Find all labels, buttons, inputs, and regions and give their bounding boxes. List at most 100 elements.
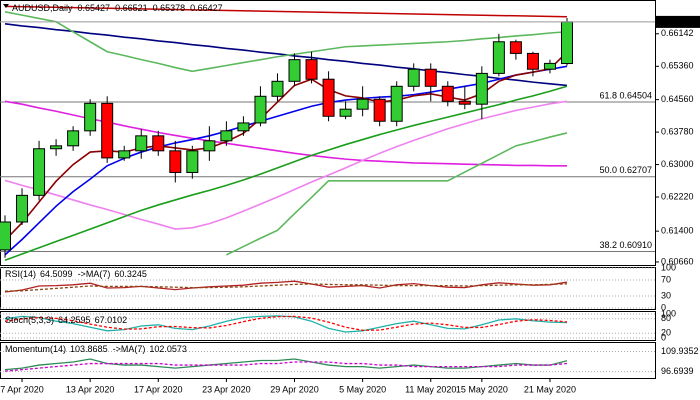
indicator-line bbox=[4, 100, 568, 230]
chart-header: AUDUSD,Daily 0.65427 0.66521 0.65378 0.66427 bbox=[12, 3, 223, 13]
y-tick-label: 0.63780 bbox=[661, 126, 694, 136]
level-label: 61.8 0.64504 bbox=[599, 90, 652, 100]
y-tick-label: 70 bbox=[661, 274, 671, 284]
candle-body bbox=[441, 85, 454, 102]
candle-body bbox=[407, 68, 420, 87]
candle-body bbox=[33, 148, 46, 196]
level-label: 38.2 0.60910 bbox=[599, 240, 652, 250]
indicator-line bbox=[4, 283, 568, 292]
x-tick-label: 7 Apr 2020 bbox=[0, 384, 44, 394]
indicator-title: RSI(14) bbox=[5, 269, 36, 279]
candle-body bbox=[271, 80, 284, 97]
candle-body bbox=[152, 135, 165, 152]
y-tick-label: 96.6939 bbox=[661, 366, 694, 376]
series-last-value: 102.0573 bbox=[149, 344, 187, 354]
indicator-line bbox=[4, 10, 568, 73]
y-tick-label: 0.66142 bbox=[661, 28, 694, 38]
indicator-header: Momentum(14) 103.8685 ->MA(7) 102.0573 bbox=[5, 344, 187, 354]
ohlc-value: 0.65427 bbox=[78, 3, 111, 13]
y-tick-label: 0 bbox=[661, 302, 666, 312]
indicator-line bbox=[4, 361, 568, 372]
candle-body bbox=[475, 72, 488, 105]
indicator-title: Momentum(14) bbox=[5, 344, 66, 354]
x-tick-label: 23 Apr 2020 bbox=[202, 384, 251, 394]
candle-body bbox=[84, 102, 97, 132]
header-arrow bbox=[3, 4, 9, 8]
indicator-title: Stoch(5,3,3) bbox=[5, 315, 54, 325]
ohlc-value: 0.66427 bbox=[190, 3, 223, 13]
candle-body bbox=[186, 150, 199, 173]
x-tick-label: 15 May 2020 bbox=[456, 384, 508, 394]
series-last-value: 64.2595 bbox=[58, 315, 91, 325]
candle-body bbox=[169, 150, 182, 173]
y-tick-label: 100 bbox=[661, 262, 676, 272]
indicator-line bbox=[4, 85, 568, 262]
last-price-label: 0.66427 bbox=[659, 16, 692, 26]
candle-body bbox=[339, 108, 352, 117]
candle-body bbox=[509, 41, 522, 54]
candle-body bbox=[220, 130, 233, 142]
indicator-header: Stoch(5,3,3) 64.2595 67.0102 bbox=[5, 315, 127, 325]
candle-body bbox=[16, 194, 29, 223]
candle-body bbox=[526, 52, 539, 70]
candle-body bbox=[67, 130, 80, 147]
y-tick-label: 109.9352 bbox=[661, 346, 699, 356]
series-last-value: 67.0102 bbox=[95, 315, 128, 325]
ohlc-value: 0.66521 bbox=[115, 3, 148, 13]
series-last-value: 103.8685 bbox=[70, 344, 108, 354]
indicator-header: RSI(14) 64.5099 ->MA(7) 60.3245 bbox=[5, 269, 147, 279]
candle-body bbox=[356, 98, 369, 110]
stoch-panel bbox=[0, 311, 656, 341]
y-tick-label: 0 bbox=[661, 332, 666, 342]
indicator-line bbox=[4, 280, 568, 293]
indicator-line bbox=[4, 315, 568, 333]
y-tick-label: 0.65360 bbox=[661, 61, 694, 71]
y-tick-label: 80 bbox=[661, 313, 671, 323]
trendline bbox=[4, 5, 568, 18]
candle-body bbox=[0, 221, 11, 251]
candle-body bbox=[254, 95, 267, 124]
ohlc-value: 0.65378 bbox=[153, 3, 186, 13]
candle-body bbox=[237, 122, 250, 132]
candle-body bbox=[560, 21, 573, 65]
x-tick-label: 11 May 2020 bbox=[405, 384, 456, 394]
y-tick-label: 0.60660 bbox=[661, 256, 694, 266]
indicator-line bbox=[4, 51, 568, 241]
candle-body bbox=[373, 98, 386, 122]
candle-body bbox=[118, 150, 131, 159]
series-last-value: 60.3245 bbox=[114, 269, 147, 279]
candle-body bbox=[492, 41, 505, 74]
indicator-line bbox=[226, 132, 568, 256]
momentum-panel bbox=[0, 342, 656, 379]
y-tick-label: 0.62220 bbox=[661, 191, 694, 201]
x-tick-label: 13 Apr 2020 bbox=[66, 384, 115, 394]
level-label: 50.0 0.62707 bbox=[599, 165, 652, 175]
y-tick-label: 0.63000 bbox=[661, 159, 694, 169]
last-price-box bbox=[656, 15, 700, 28]
candle-body bbox=[305, 59, 318, 80]
y-tick-label: 0.61400 bbox=[661, 226, 694, 236]
y-tick-label: 100 bbox=[661, 308, 676, 318]
chart-title: AUDUSD,Daily bbox=[12, 3, 73, 13]
y-tick-label: 20 bbox=[661, 328, 671, 338]
candle-body bbox=[101, 102, 114, 159]
x-tick-label: 29 Apr 2020 bbox=[270, 384, 319, 394]
candle-body bbox=[203, 140, 216, 152]
candle-body bbox=[424, 68, 437, 87]
candle-body bbox=[322, 78, 335, 117]
candle-body bbox=[543, 62, 556, 70]
x-tick-label: 5 May 2020 bbox=[339, 384, 386, 394]
candle-body bbox=[390, 85, 403, 122]
x-tick-label: 17 Apr 2020 bbox=[134, 384, 183, 394]
series-name: ->MA(7) bbox=[113, 344, 146, 354]
indicator-line bbox=[4, 358, 568, 371]
y-tick-label: 30 bbox=[661, 290, 671, 300]
candle-body bbox=[135, 135, 148, 152]
indicator-line bbox=[4, 100, 567, 167]
main-panel bbox=[0, 0, 656, 266]
candle-body bbox=[458, 100, 471, 105]
candle-body bbox=[288, 59, 301, 82]
series-name: ->MA(7) bbox=[78, 269, 111, 279]
